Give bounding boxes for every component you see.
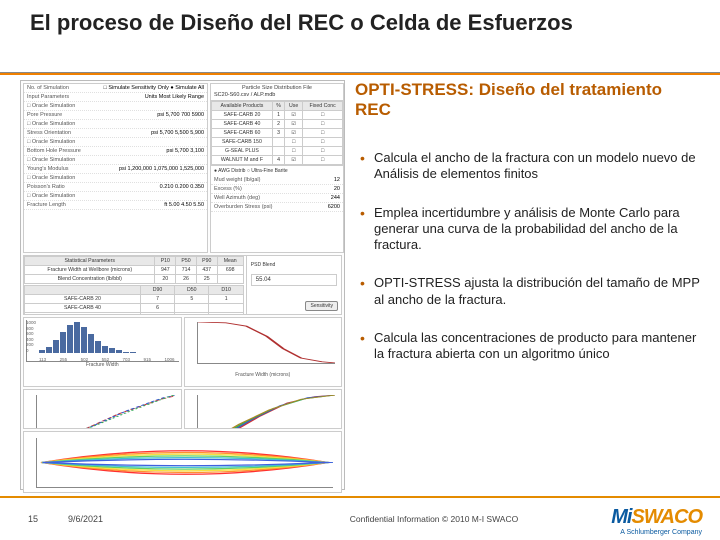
line-chart-right: [184, 389, 343, 429]
input-form: No. of Simulation□ Simulate Sensitivity …: [23, 83, 208, 253]
sensitivity-button[interactable]: Sensitivity: [305, 301, 338, 311]
psd-blend-value: 55.04: [251, 274, 337, 286]
products-panel: Particle Size Distribution File SC20-S60…: [210, 83, 344, 253]
bullet-item: Calcula las concentraciones de producto …: [360, 330, 700, 363]
spectrum-chart: [23, 431, 342, 493]
logo-tagline: A Schlumberger Company: [611, 529, 702, 536]
cdf-title: Fracture Width (microns): [187, 372, 340, 378]
psd-title: Particle Size Distribution File: [211, 85, 343, 91]
histogram-chart: 100080060040020001132555025527039151006 …: [23, 317, 182, 387]
subtitle: OPTI-STRESS: Diseño del tratamiento REC: [355, 80, 700, 119]
bullet-list: Calcula el ancho de la fractura con un m…: [360, 150, 700, 384]
bullet-item: OPTI-STRESS ajusta la distribución del t…: [360, 275, 700, 308]
well-info: Mud weight (lb/gal)12Excess (%)20Well Az…: [211, 176, 343, 212]
logo-mi: Mi: [611, 506, 631, 528]
logo-swaco: SWACO: [631, 506, 702, 528]
footer-date: 9/6/2021: [68, 514, 148, 524]
title-divider: [0, 72, 720, 75]
products-table: Available Products%UseFixed ConcSAFE-CAR…: [211, 101, 343, 165]
logo: MiSWACO A Schlumberger Company: [611, 507, 702, 536]
page-number: 15: [28, 514, 68, 524]
d-table: D90D50D10SAFE-CARB 20751SAFE-CARB 406SAF…: [24, 285, 244, 315]
histogram-title: Fracture Width: [26, 362, 179, 368]
stats-table: Statistical ParametersP10P50P90MeanFract…: [24, 256, 244, 284]
line-chart-left: [23, 389, 182, 429]
footer: 15 9/6/2021 Confidential Information © 2…: [0, 496, 720, 540]
cdf-chart: Fracture Width (microns): [184, 317, 343, 387]
bullet-item: Emplea incertidumbre y análisis de Monte…: [360, 205, 700, 254]
bullet-item: Calcula el ancho de la fractura con un m…: [360, 150, 700, 183]
software-screenshot: No. of Simulation□ Simulate Sensitivity …: [20, 80, 345, 490]
psd-blend-label: PSD Blend: [247, 256, 341, 274]
awg-row: ● AWG Distrib ○ Ultra-Fine Barite: [211, 165, 343, 176]
slide-title: El proceso de Diseño del REC o Celda de …: [30, 10, 690, 35]
stats-panel: Statistical ParametersP10P50P90MeanFract…: [23, 255, 342, 315]
